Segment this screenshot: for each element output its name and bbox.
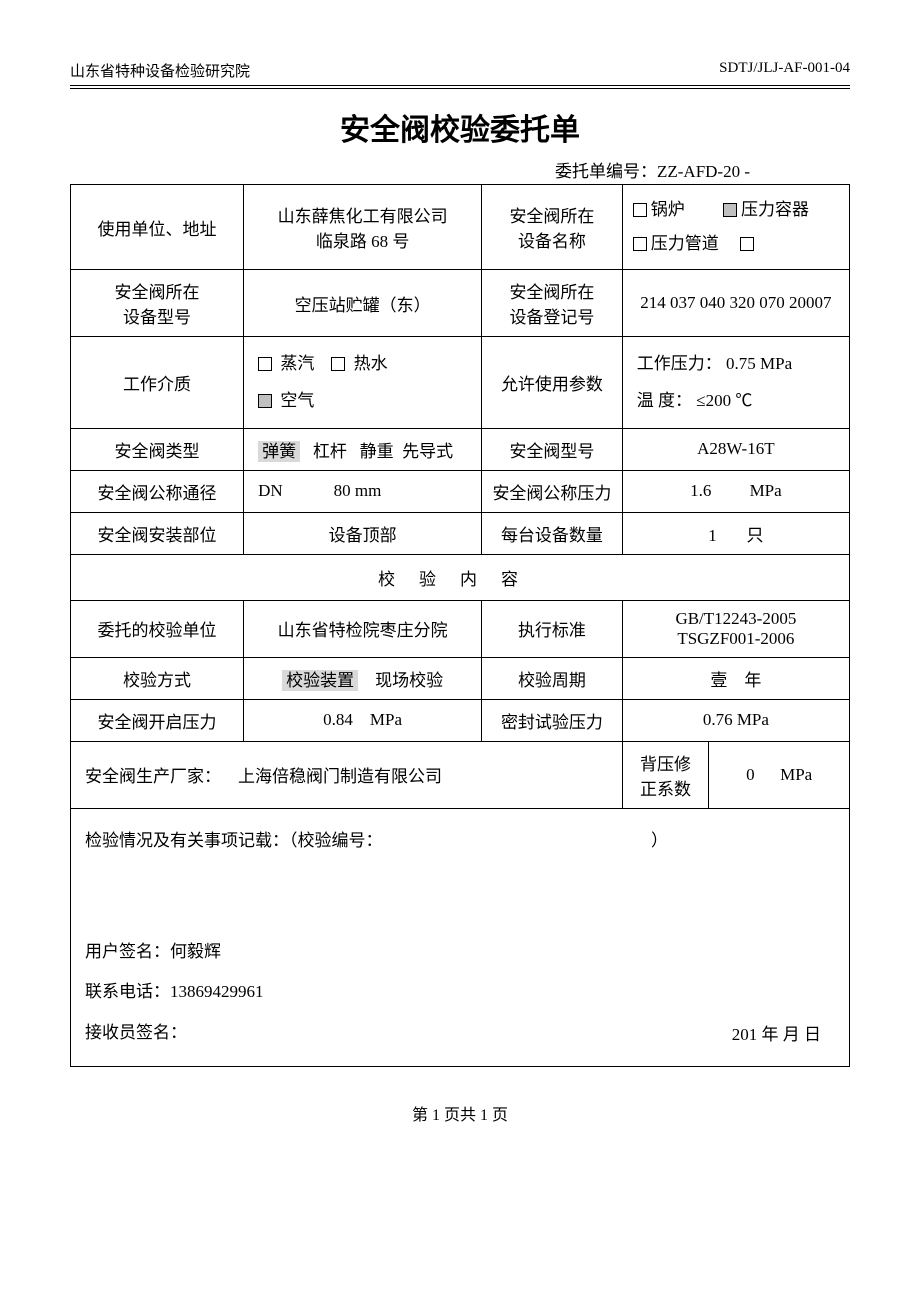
calib-unit-label: 委托的校验单位 xyxy=(71,600,244,657)
checkbox-icon[interactable] xyxy=(331,357,345,371)
record-end: ） xyxy=(651,831,668,850)
calib-period-label: 校验周期 xyxy=(482,657,623,699)
checkbox-icon[interactable] xyxy=(633,203,647,217)
signature-date: 201 年 月 日 xyxy=(732,1015,821,1056)
opt-device: 校验装置 xyxy=(282,670,358,691)
header-org: 山东省特种设备检验研究院 xyxy=(70,60,250,81)
equip-reg-value: 214 037 040 320 070 20007 xyxy=(622,270,849,337)
checkbox-icon[interactable] xyxy=(633,237,647,251)
pn-value: 1.6 MPa xyxy=(622,470,849,512)
calib-std-value: GB/T12243-2005 TSGZF001-2006 xyxy=(622,600,849,657)
order-no-label: 委托单编号： xyxy=(555,162,657,181)
checkbox-icon[interactable] xyxy=(258,357,272,371)
back-pressure-label: 背压修 正系数 xyxy=(622,741,709,808)
allow-param-label: 允许使用参数 xyxy=(482,337,623,429)
calib-period-value: 壹 年 xyxy=(622,657,849,699)
qty-label: 每台设备数量 xyxy=(482,512,623,554)
valve-type-options: 弹簧 杠杆 静重 先导式 xyxy=(244,428,482,470)
valve-type-label: 安全阀类型 xyxy=(71,428,244,470)
form-table: 使用单位、地址 山东薛焦化工有限公司 临泉路 68 号 安全阀所在 设备名称 锅… xyxy=(70,184,850,1067)
opt-vessel: 压力容器 xyxy=(741,200,809,219)
page-footer: 第 1 页共 1 页 xyxy=(70,1101,850,1125)
checkbox-icon[interactable] xyxy=(740,237,754,251)
dn-label: 安全阀公称通径 xyxy=(71,470,244,512)
seal-pressure-label: 密封试验压力 xyxy=(482,699,623,741)
opt-steam: 蒸汽 xyxy=(280,354,314,373)
user-signature: 用户签名：何毅辉 xyxy=(85,932,835,973)
back-pressure-value: 0 MPa xyxy=(709,741,850,808)
opt-hotwater: 热水 xyxy=(354,354,388,373)
work-pressure: 工作压力： 0.75 MPa xyxy=(637,354,792,373)
page-title: 安全阀校验委托单 xyxy=(70,105,850,149)
valve-model-label: 安全阀型号 xyxy=(482,428,623,470)
mfr-value: 上海倍稳阀门制造有限公司 xyxy=(238,767,442,786)
pn-label: 安全阀公称压力 xyxy=(482,470,623,512)
calib-method-options: 校验装置 现场校验 xyxy=(244,657,482,699)
opt-lever: 杠杆 xyxy=(313,442,347,461)
header-divider xyxy=(70,85,850,86)
order-no-value: ZZ-AFD-20 - xyxy=(657,162,750,181)
record-label: 检验情况及有关事项记载：（校验编号： xyxy=(85,831,383,850)
equip-name-options: 锅炉 压力容器 压力管道 xyxy=(622,185,849,270)
checkbox-icon[interactable] xyxy=(723,203,737,217)
mfr-label: 安全阀生产厂家： xyxy=(85,767,221,786)
medium-options: 蒸汽 热水 空气 xyxy=(244,337,482,429)
calib-method-label: 校验方式 xyxy=(71,657,244,699)
open-pressure-label: 安全阀开启压力 xyxy=(71,699,244,741)
contact-phone: 联系电话：13869429961 xyxy=(85,972,835,1013)
signature-block: 检验情况及有关事项记载：（校验编号： ） 用户签名：何毅辉 联系电话：13869… xyxy=(71,808,850,1066)
calib-std-label: 执行标准 xyxy=(482,600,623,657)
install-label: 安全阀安装部位 xyxy=(71,512,244,554)
dn-value: DN 80 mm xyxy=(244,470,482,512)
calib-unit-value: 山东省特检院枣庄分院 xyxy=(244,600,482,657)
equip-name-label: 安全阀所在 设备名称 xyxy=(482,185,623,270)
install-value: 设备顶部 xyxy=(244,512,482,554)
equip-model-value: 空压站贮罐（东） xyxy=(244,270,482,337)
opt-weight: 静重 xyxy=(360,442,394,461)
header-code: SDTJ/JLJ-AF-001-04 xyxy=(719,60,850,81)
opt-spring: 弹簧 xyxy=(258,441,300,462)
equip-reg-label: 安全阀所在 设备登记号 xyxy=(482,270,623,337)
header-divider xyxy=(70,88,850,89)
opt-pipe: 压力管道 xyxy=(651,234,719,253)
section-header: 校验内容 xyxy=(71,554,850,600)
open-pressure-value: 0.84 MPa xyxy=(244,699,482,741)
user-unit-value: 山东薛焦化工有限公司 临泉路 68 号 xyxy=(244,185,482,270)
manufacturer-row: 安全阀生产厂家： 上海倍稳阀门制造有限公司 xyxy=(71,741,623,808)
medium-label: 工作介质 xyxy=(71,337,244,429)
valve-model-value: A28W-16T xyxy=(622,428,849,470)
opt-air: 空气 xyxy=(280,391,314,410)
seal-pressure-value: 0.76 MPa xyxy=(622,699,849,741)
opt-onsite: 现场校验 xyxy=(375,671,443,690)
allow-param-value: 工作压力： 0.75 MPa 温 度： ≤200 ℃ xyxy=(622,337,849,429)
equip-model-label: 安全阀所在 设备型号 xyxy=(71,270,244,337)
order-number-row: 委托单编号：ZZ-AFD-20 - xyxy=(70,157,850,182)
opt-pilot: 先导式 xyxy=(402,442,453,461)
user-unit-label: 使用单位、地址 xyxy=(71,185,244,270)
qty-value: 1 只 xyxy=(622,512,849,554)
receiver-signature: 接收员签名： xyxy=(85,1013,835,1054)
checkbox-icon[interactable] xyxy=(258,394,272,408)
work-temp: 温 度： ≤200 ℃ xyxy=(637,391,753,410)
opt-boiler: 锅炉 xyxy=(651,200,685,219)
